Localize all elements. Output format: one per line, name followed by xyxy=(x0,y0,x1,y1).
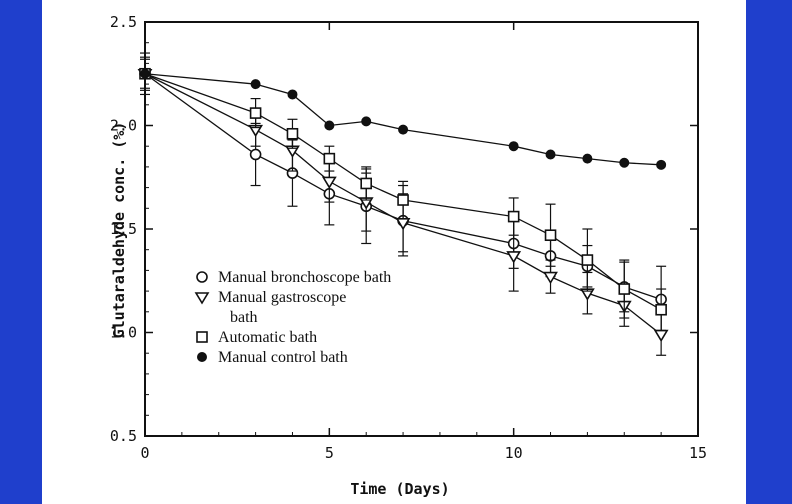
series-layer xyxy=(137,52,669,356)
data-point xyxy=(361,116,372,127)
plot-frame xyxy=(144,21,699,437)
legend-marker xyxy=(194,292,210,305)
data-point xyxy=(398,124,409,135)
legend-marker xyxy=(196,331,208,343)
legend-label: Automatic bath xyxy=(218,329,317,346)
data-point xyxy=(140,68,150,79)
y-tick-label: 2.0 xyxy=(110,117,137,135)
legend-label: Manual bronchoscope bath xyxy=(218,269,391,286)
y-tick-label: 1.0 xyxy=(110,324,137,342)
glutaraldehyde-chart: 0 5 10 15 0.5 1.0 1.5 2.0 2.5 Manual bronchoscop… xyxy=(110,13,707,498)
data-point xyxy=(360,177,373,190)
data-point xyxy=(507,210,520,223)
legend-marker xyxy=(196,271,208,283)
data-point xyxy=(249,148,262,161)
legend: Manual bronchoscope bath Manual gastrosco… xyxy=(194,269,391,366)
legend-label: Manual gastroscope xyxy=(218,289,346,306)
series-line xyxy=(144,73,662,166)
data-point xyxy=(321,176,337,189)
data-point xyxy=(655,303,667,316)
series-automatic-bath xyxy=(139,56,667,332)
y-tick-label: 1.5 xyxy=(110,220,137,238)
data-point xyxy=(543,271,558,285)
data-point xyxy=(249,107,262,119)
data-point xyxy=(581,254,594,266)
legend-label: Manual control bath xyxy=(218,349,348,366)
data-point xyxy=(508,141,519,152)
x-tick-label: 15 xyxy=(689,444,707,462)
y-axis-title: Glutaraldehyde conc. (%) xyxy=(110,122,128,339)
data-point xyxy=(544,229,557,242)
data-point xyxy=(545,149,556,160)
legend-marker xyxy=(197,352,207,362)
y-tick-label: 2.5 xyxy=(110,13,137,31)
data-point xyxy=(323,152,336,165)
axis-ticks: 0 5 10 15 0.5 1.0 1.5 2.0 2.5 xyxy=(110,13,707,462)
x-tick-label: 0 xyxy=(140,444,149,462)
legend-label: bath xyxy=(230,309,258,326)
data-point xyxy=(250,79,261,90)
data-point xyxy=(286,127,299,140)
data-point xyxy=(582,153,593,164)
series-manual-control-bath xyxy=(140,68,667,170)
data-point xyxy=(619,157,630,168)
y-tick-label: 0.5 xyxy=(110,427,137,445)
plot-border xyxy=(144,21,699,437)
figure-panel: 0 5 10 15 0.5 1.0 1.5 2.0 2.5 Manual bronchoscop… xyxy=(42,0,746,504)
data-point xyxy=(287,89,298,100)
data-point xyxy=(324,120,335,131)
data-point xyxy=(397,194,409,206)
data-point xyxy=(506,251,522,264)
x-tick-label: 5 xyxy=(325,444,334,462)
data-point xyxy=(618,283,631,295)
x-axis-title: Time (Days) xyxy=(350,480,449,498)
data-point xyxy=(656,159,667,170)
x-tick-label: 10 xyxy=(505,444,523,462)
data-point xyxy=(653,329,669,343)
